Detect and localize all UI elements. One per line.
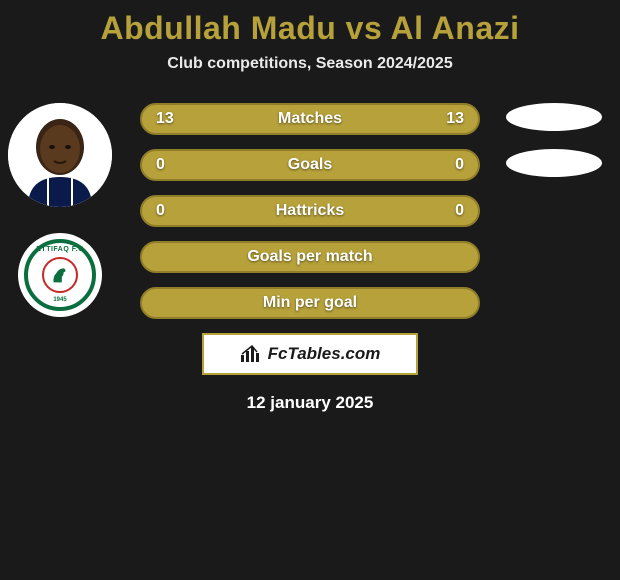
bar-chart-icon <box>240 345 262 363</box>
stat-right-value: 13 <box>446 110 464 128</box>
subtitle: Club competitions, Season 2024/2025 <box>0 55 620 73</box>
club-badge-text: ETTIFAQ F.C <box>28 246 92 253</box>
stat-right-value: 0 <box>455 156 464 174</box>
brand-box: FcTables.com <box>202 333 418 375</box>
stat-left-value: 0 <box>156 202 165 220</box>
stat-label: Min per goal <box>263 294 357 312</box>
horse-icon <box>49 264 71 286</box>
stat-label: Hattricks <box>276 202 344 220</box>
player-avatar-right-group <box>506 103 602 195</box>
stat-row-matches: 13 Matches 13 <box>140 103 480 135</box>
club-badge-emblem <box>42 257 78 293</box>
stat-label: Matches <box>278 110 342 128</box>
placeholder-oval <box>506 103 602 131</box>
main-area: ETTIFAQ F.C 1945 13 Matches 13 0 <box>0 103 620 413</box>
stat-row-min-per-goal: Min per goal <box>140 287 480 319</box>
avatar-silhouette-icon <box>8 103 112 207</box>
stat-rows: 13 Matches 13 0 Goals 0 0 Hattricks 0 Go… <box>140 103 480 319</box>
stat-row-goals-per-match: Goals per match <box>140 241 480 273</box>
stat-label: Goals per match <box>247 248 372 266</box>
player-avatar-left <box>8 103 112 207</box>
stat-left-value: 13 <box>156 110 174 128</box>
placeholder-oval <box>506 149 602 177</box>
club-badge-ring: ETTIFAQ F.C 1945 <box>24 239 96 311</box>
club-badge-left: ETTIFAQ F.C 1945 <box>18 233 102 317</box>
brand-text: FcTables.com <box>268 344 381 364</box>
stat-row-hattricks: 0 Hattricks 0 <box>140 195 480 227</box>
date-line: 12 january 2025 <box>0 393 620 413</box>
stat-label: Goals <box>288 156 332 174</box>
stat-right-value: 0 <box>455 202 464 220</box>
stat-row-goals: 0 Goals 0 <box>140 149 480 181</box>
comparison-card: Abdullah Madu vs Al Anazi Club competiti… <box>0 0 620 413</box>
stat-left-value: 0 <box>156 156 165 174</box>
page-title: Abdullah Madu vs Al Anazi <box>0 10 620 47</box>
club-badge-year: 1945 <box>53 297 66 303</box>
